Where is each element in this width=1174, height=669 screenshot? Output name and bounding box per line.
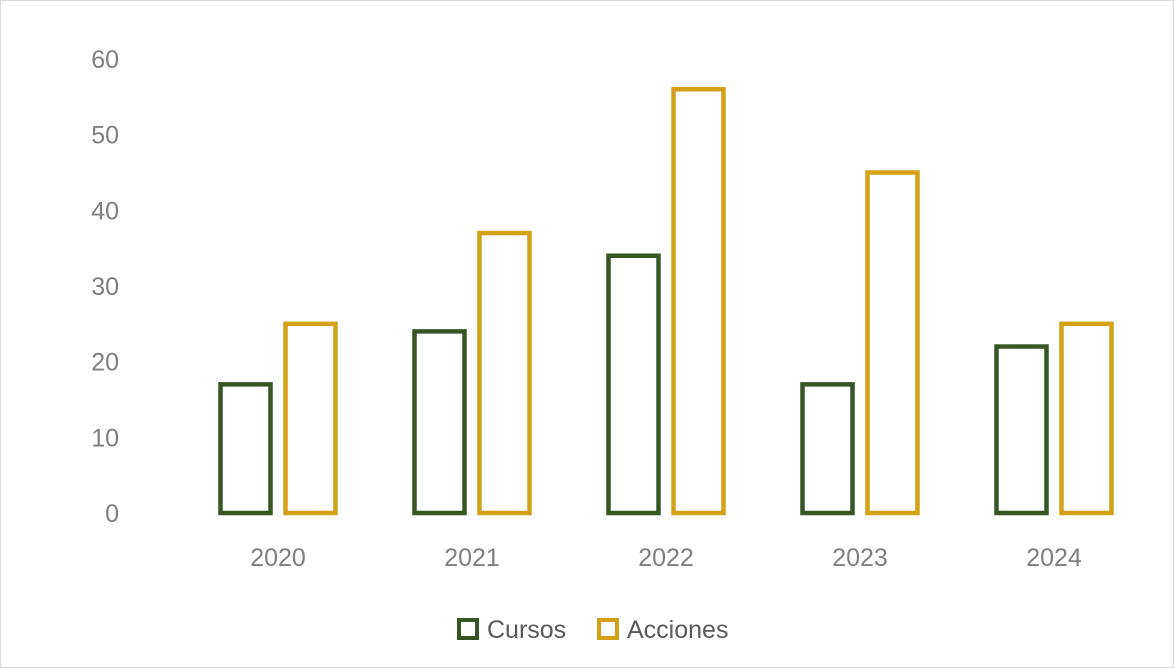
bar-cursos-2020 bbox=[218, 382, 273, 516]
bar-acciones-2022 bbox=[671, 87, 726, 516]
y-tick-label: 30 bbox=[91, 273, 119, 301]
bar-cursos-2022 bbox=[606, 253, 661, 516]
bar-cursos-2021 bbox=[412, 329, 467, 516]
bar-acciones-2024 bbox=[1059, 321, 1114, 516]
y-tick-label: 10 bbox=[91, 424, 119, 452]
bar-acciones-2023 bbox=[865, 170, 920, 516]
x-tick-label: 2024 bbox=[1026, 544, 1082, 572]
x-tick-label: 2022 bbox=[638, 544, 694, 572]
bar-acciones-2021 bbox=[477, 230, 532, 516]
bar-acciones-2020 bbox=[283, 321, 338, 516]
y-tick-label: 40 bbox=[91, 197, 119, 225]
bar-cursos-2024 bbox=[994, 344, 1049, 516]
legend-swatch-acciones bbox=[597, 618, 619, 640]
y-tick-label: 60 bbox=[91, 46, 119, 74]
y-tick-label: 0 bbox=[105, 500, 119, 528]
bars bbox=[218, 87, 1114, 516]
legend-swatch-cursos bbox=[457, 618, 479, 640]
x-tick-label: 2020 bbox=[250, 544, 306, 572]
x-tick-label: 2021 bbox=[444, 544, 500, 572]
bar-cursos-2023 bbox=[800, 382, 855, 516]
legend-label-acciones: Acciones bbox=[627, 616, 728, 644]
y-axis: 0 10 20 30 40 50 60 bbox=[91, 46, 119, 528]
x-axis: 2020 2021 2022 2023 2024 bbox=[250, 544, 1082, 572]
legend: Cursos Acciones bbox=[457, 616, 728, 644]
y-tick-label: 50 bbox=[91, 122, 119, 150]
y-tick-label: 20 bbox=[91, 349, 119, 377]
legend-label-cursos: Cursos bbox=[487, 616, 566, 644]
x-tick-label: 2023 bbox=[832, 544, 888, 572]
